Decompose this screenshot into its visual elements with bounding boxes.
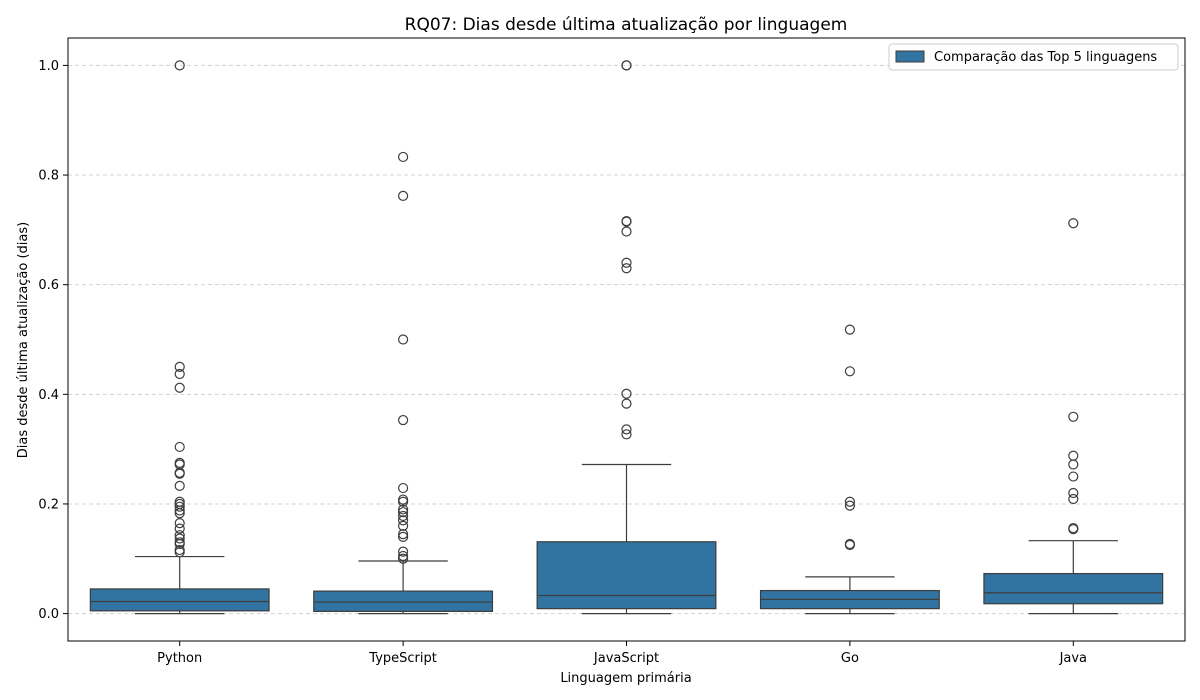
outlier-point [174,361,185,373]
boxplot-go [759,324,940,615]
x-tick-label: JavaScript [593,651,659,666]
x-tick-label: Go [841,651,859,666]
outlier-point [621,226,632,237]
outlier-point [844,366,856,377]
y-axis-label: Dias desde última atualização (dias) [16,222,31,458]
outlier-point [174,60,185,71]
box [536,541,717,610]
outlier-point [398,520,409,531]
outlier-point [398,190,409,201]
legend: Comparação das Top 5 linguagens [888,43,1179,71]
box [89,588,270,612]
outlier-point [398,496,409,507]
box [313,590,494,612]
chart-title: RQ07: Dias desde última atualização por … [405,15,848,35]
outlier-point [1068,459,1079,470]
y-tick-label: 0.6 [38,278,59,293]
outlier-point [398,414,409,426]
outlier-point [398,510,409,522]
outlier-point [174,505,185,516]
x-axis: Python TypeScript JavaScript Go Java [157,641,1087,666]
outlier-point [621,388,632,399]
x-tick-label: TypeScript [368,651,437,666]
outlier-point [398,151,409,163]
x-tick-label: Python [157,651,202,666]
x-tick-label: Java [1059,651,1087,666]
y-tick-label: 0.2 [38,497,59,512]
outlier-point [844,496,856,507]
outlier-point [1068,487,1079,499]
outlier-point [621,424,632,435]
outlier-point [174,533,185,544]
box [983,572,1164,605]
outlier-point [1068,493,1079,505]
outlier-point [398,507,409,518]
outlier-point [398,531,409,542]
outlier-point [174,508,185,519]
outlier-point [174,538,185,550]
outlier-point [621,429,632,440]
outlier-point [398,546,409,557]
outlier-point [398,494,409,505]
outlier-point [621,257,632,268]
outlier-point [1068,411,1079,422]
boxplot-typescript [313,151,494,615]
outlier-point [398,529,409,540]
outlier-point [398,550,409,562]
outlier-point [174,480,185,491]
outlier-point [1068,471,1079,482]
boxplot-javascript [536,60,717,615]
y-tick-label: 1.0 [38,59,59,74]
outlier-point [174,523,185,534]
legend-frame [888,43,1179,71]
outlier-point [1068,524,1079,535]
outlier-point [174,518,185,529]
legend-swatch [895,50,925,63]
outlier-point [398,504,409,515]
outlier-point [398,553,409,564]
boxplot-python [89,60,270,615]
y-axis: 0.0 0.2 0.4 0.6 0.8 1.0 [38,59,68,622]
boxplot-java [983,218,1164,615]
outlier-point [621,263,632,274]
outlier-point [621,398,632,409]
outlier-point [844,539,856,551]
boxplots [89,60,1164,615]
y-tick-label: 0.0 [38,607,59,622]
outlier-point [398,482,409,494]
outlier-point [174,547,185,558]
x-axis-label: Linguagem primária [560,671,691,686]
outlier-point [174,368,185,380]
legend-label: Comparação das Top 5 linguagens [934,50,1157,65]
outlier-point [174,382,185,393]
outlier-point [621,60,632,71]
outlier-point [844,500,856,511]
outlier-point [174,441,185,453]
y-tick-label: 0.8 [38,169,59,184]
y-tick-label: 0.4 [38,388,59,403]
outlier-point [1068,450,1079,461]
outlier-point [844,324,856,335]
outlier-point [398,515,409,526]
outlier-point [398,334,409,345]
outlier-point [174,501,185,512]
outlier-point [174,468,185,479]
outlier-point [1068,218,1079,229]
outlier-point [621,216,632,227]
